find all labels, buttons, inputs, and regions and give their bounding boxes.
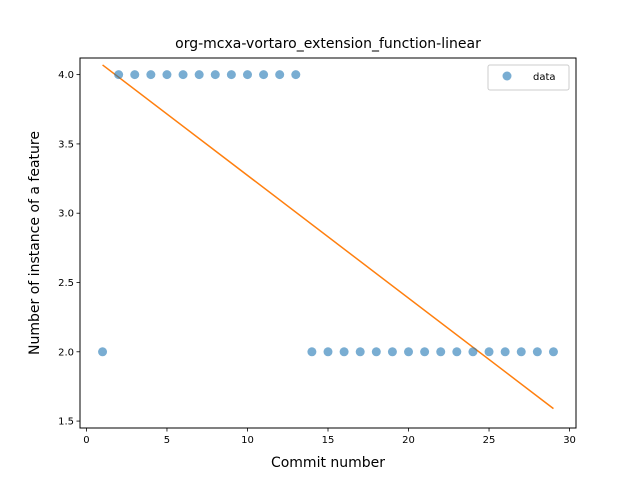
legend-box	[487, 64, 570, 91]
data-point	[307, 347, 317, 357]
x-tick-label: 30	[563, 435, 576, 446]
data-point	[484, 347, 494, 357]
data-point	[404, 347, 414, 357]
data-point	[146, 70, 156, 80]
data-point	[500, 347, 510, 357]
y-tick-label: 3.5	[58, 139, 74, 150]
data-point	[339, 347, 349, 357]
legend: data	[487, 64, 570, 91]
data-point	[387, 347, 397, 357]
data-point	[323, 347, 333, 357]
y-tick-label: 2.5	[58, 278, 74, 289]
data-point	[355, 347, 365, 357]
data-point	[259, 70, 269, 80]
data-point	[178, 70, 188, 80]
legend-label-data: data	[533, 72, 556, 83]
x-tick-label: 5	[164, 435, 170, 446]
x-tick-label: 0	[83, 435, 89, 446]
data-point	[532, 347, 542, 357]
y-axis-label: Number of instance of a feature	[27, 131, 43, 355]
data-point	[242, 70, 252, 80]
data-point	[226, 70, 236, 80]
y-tick-label: 1.5	[58, 417, 74, 428]
data-point	[114, 70, 124, 80]
data-point	[468, 347, 478, 357]
data-point	[275, 70, 285, 80]
data-point	[371, 347, 381, 357]
data-point	[436, 347, 446, 357]
data-point	[194, 70, 204, 80]
data-point	[548, 347, 558, 357]
y-tick-label: 4.0	[58, 70, 74, 81]
data-point	[420, 347, 430, 357]
x-tick-label: 15	[322, 435, 335, 446]
x-axis-label: Commit number	[271, 455, 385, 471]
x-axis: 0 5 10 15 20 25 30	[83, 428, 576, 446]
data-point	[291, 70, 301, 80]
data-point	[162, 70, 172, 80]
x-tick-label: 25	[483, 435, 496, 446]
data-point	[516, 347, 526, 357]
fit-line	[102, 64, 554, 410]
plot-area	[98, 64, 558, 410]
data-point	[452, 347, 462, 357]
x-tick-label: 20	[402, 435, 415, 446]
data-point	[210, 70, 220, 80]
x-tick-label: 10	[241, 435, 254, 446]
y-axis: 1.5 2.0 2.5 3.0 3.5 4.0	[58, 70, 80, 428]
y-tick-label: 3.0	[58, 209, 74, 220]
data-point	[98, 347, 108, 357]
y-tick-label: 2.0	[58, 347, 74, 358]
data-point	[130, 70, 140, 80]
chart-title: org-mcxa-vortaro_extension_function-line…	[175, 36, 481, 52]
legend-marker-data	[502, 71, 512, 81]
